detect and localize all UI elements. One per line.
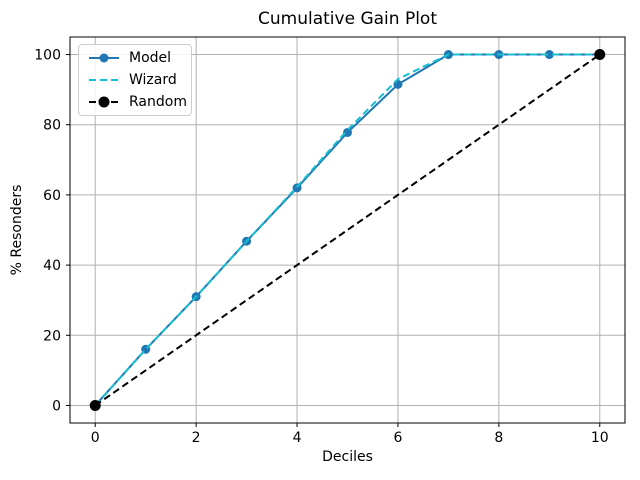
series-line-random: [94, 53, 601, 407]
legend-label-model: Model: [129, 50, 172, 66]
y-tick-label: 100: [34, 48, 61, 64]
legend-box: Model Wizard Random: [78, 44, 192, 116]
series-line-wizard: [94, 53, 600, 407]
data-point-model: [544, 50, 554, 60]
x-tick-label: 4: [293, 430, 302, 446]
x-tick-label: 2: [192, 430, 201, 446]
y-tick-label: 0: [52, 398, 61, 414]
data-point-random: [89, 399, 101, 411]
legend-label-random: Random: [129, 94, 187, 110]
legend-item-random: Random: [87, 91, 191, 113]
y-tick-label: 40: [43, 258, 61, 274]
model-line-swatch-icon: [89, 53, 119, 63]
wizard-line-swatch-icon: [89, 79, 119, 81]
y-tick-label: 60: [43, 188, 61, 204]
y-tick-label: 80: [43, 118, 61, 134]
legend-label-wizard: Wizard: [129, 72, 177, 88]
data-point-model: [343, 127, 352, 137]
x-tick-label: 6: [393, 430, 402, 446]
x-axis-label: Deciles: [322, 449, 373, 465]
y-tick-label: 20: [43, 328, 61, 344]
data-point-random: [594, 49, 606, 61]
legend-item-model: Model: [87, 47, 191, 69]
x-tick-label: 10: [591, 430, 609, 446]
y-axis-label: % Resonders: [9, 184, 25, 276]
legend-item-wizard: Wizard: [87, 69, 191, 91]
x-tick-label: 8: [494, 430, 503, 446]
legend-sample-marker-random: [98, 96, 110, 108]
random-line-swatch-icon: [89, 96, 119, 108]
chart-title: Cumulative Gain Plot: [258, 9, 437, 29]
x-tick-label: 0: [91, 430, 100, 446]
plot-border: [69, 36, 626, 424]
legend-sample-marker-model: [99, 53, 109, 63]
